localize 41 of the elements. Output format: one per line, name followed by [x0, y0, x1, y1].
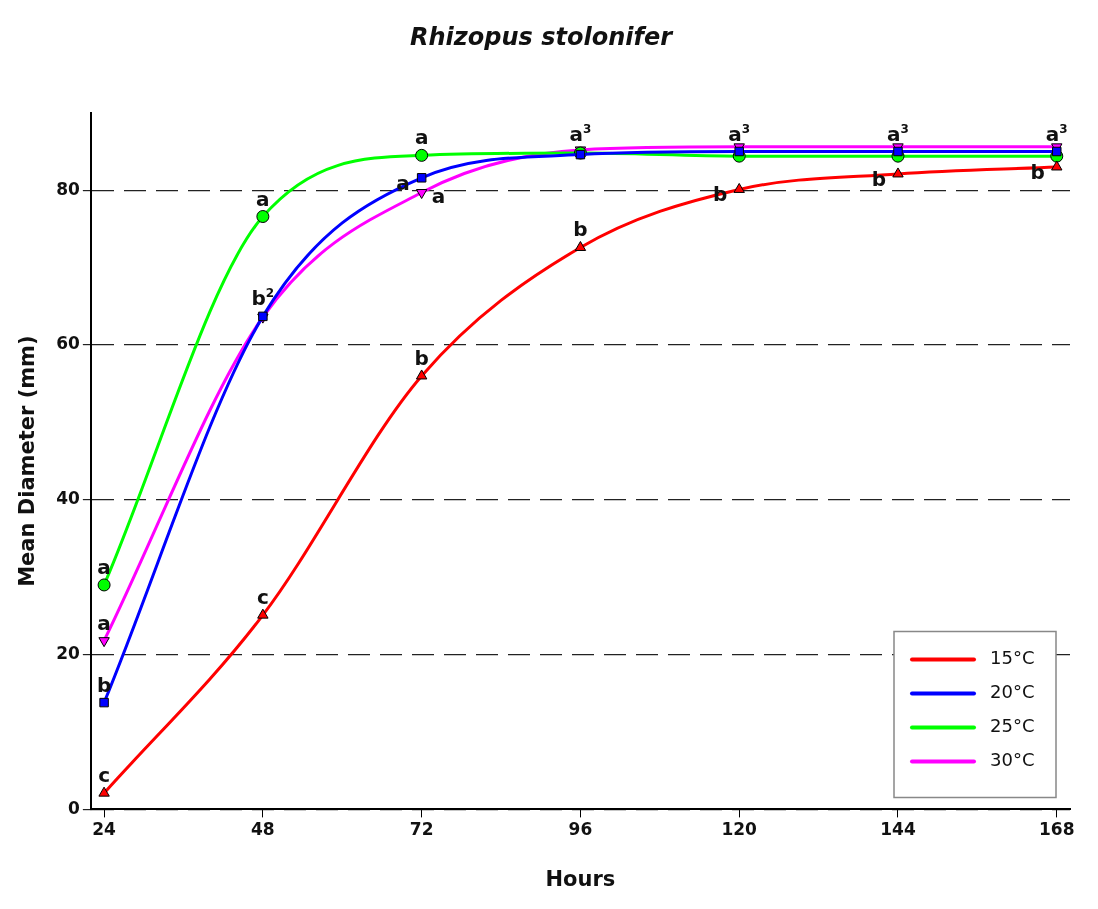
annotation: a: [256, 186, 270, 211]
annotation: b: [414, 345, 429, 370]
x-tick-label: 72: [409, 819, 434, 840]
annotation: a: [431, 183, 446, 208]
x-tick-label: 24: [92, 819, 117, 840]
annotation: a: [97, 610, 111, 635]
point: [574, 240, 587, 251]
annotation: a: [97, 554, 111, 579]
y-tick-label: 0: [68, 797, 81, 818]
point: [98, 786, 110, 797]
point: [257, 608, 269, 619]
point: [256, 210, 270, 224]
chart-title: Rhizopus stolonifer: [410, 22, 675, 51]
y-tick-label: 60: [56, 333, 81, 354]
point: [97, 578, 111, 592]
x-axis-title: Hours: [545, 866, 616, 891]
x-tick-label: 48: [251, 819, 275, 840]
legend-label: 25°C: [990, 715, 1035, 737]
annotation: c: [98, 763, 111, 788]
x-tick-label: 144: [880, 819, 916, 840]
legend-label: 15°C: [990, 647, 1035, 669]
point: [733, 182, 745, 193]
point: [416, 173, 427, 183]
annotation: b: [96, 672, 112, 697]
annotation: b: [573, 217, 588, 242]
y-tick-label: 40: [56, 488, 81, 509]
annotation: a: [414, 125, 429, 150]
x-tick-label: 168: [1039, 819, 1075, 840]
annotation: c: [256, 585, 269, 610]
x-tick-label: 96: [568, 819, 593, 840]
point: [415, 148, 429, 162]
y-tick-label: 80: [56, 178, 81, 199]
y-tick-label: 20: [56, 643, 81, 664]
y-axis-title: Mean Diameter (mm): [15, 335, 40, 587]
point: [99, 697, 109, 708]
legend-label: 30°C: [990, 749, 1035, 771]
x-tick-label: 120: [721, 819, 758, 840]
point: [415, 369, 428, 380]
legend-label: 20°C: [990, 681, 1035, 703]
point: [1051, 160, 1063, 171]
point: [892, 167, 904, 178]
